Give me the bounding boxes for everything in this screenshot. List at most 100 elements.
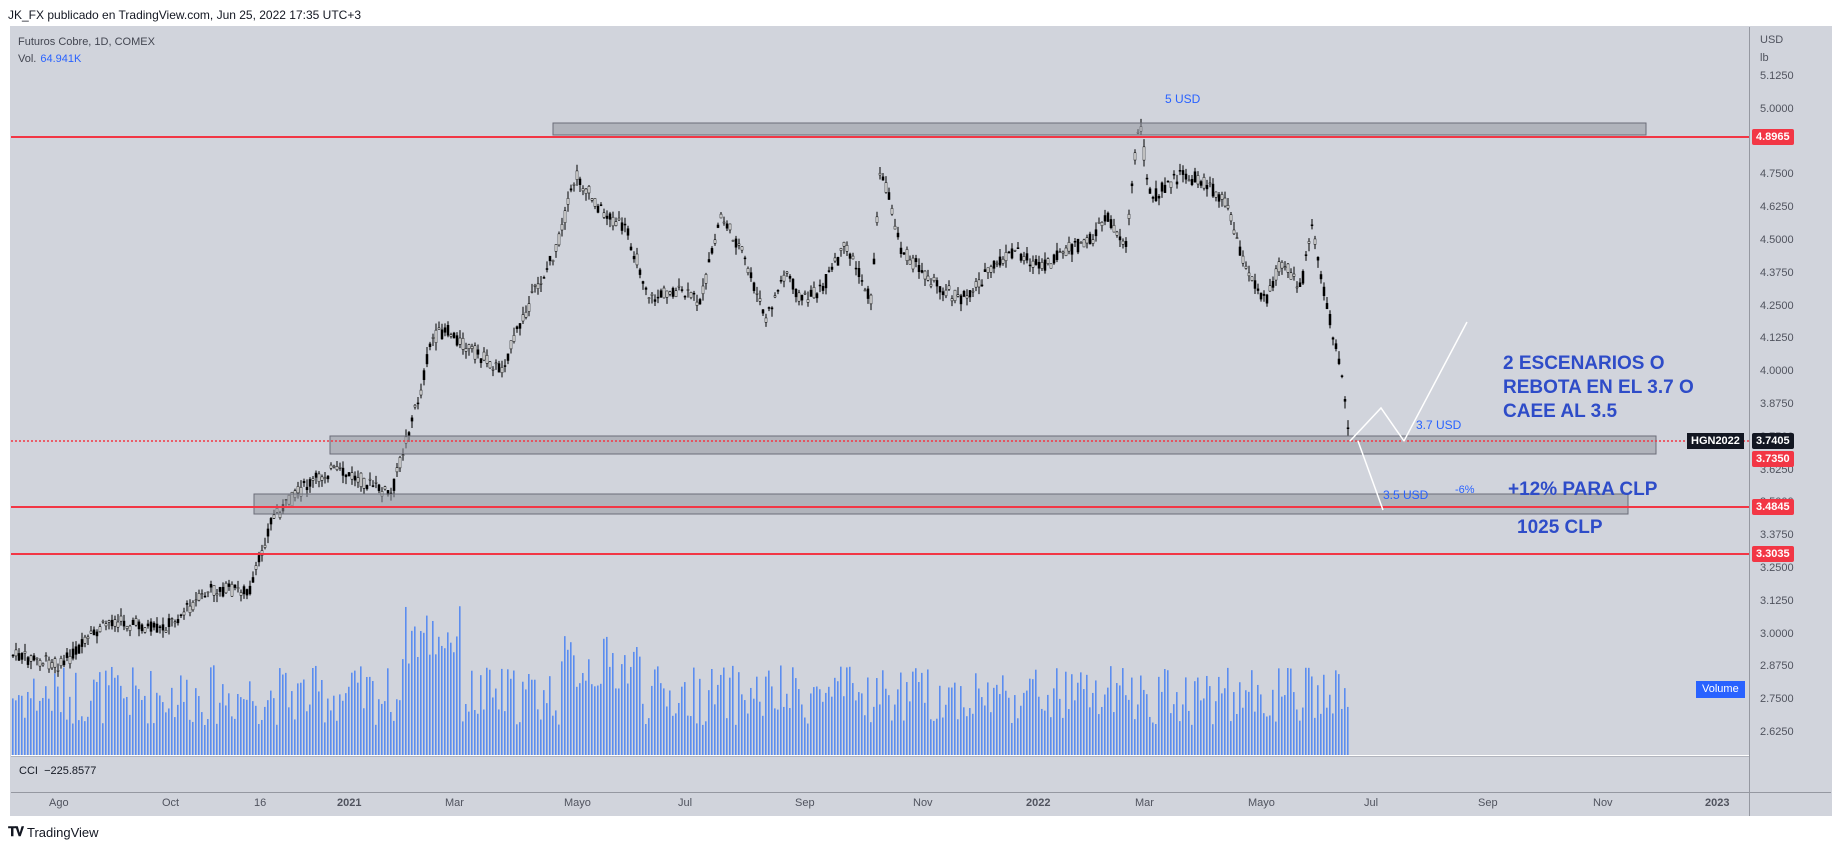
volume-bar	[108, 685, 110, 755]
volume-bar	[672, 715, 674, 755]
volume-bar	[132, 667, 134, 755]
candle-body	[1019, 253, 1023, 261]
volume-bar	[1314, 717, 1316, 755]
annotation-3-5-usd[interactable]: 3.5 USD	[1383, 488, 1429, 502]
volume-bar	[807, 723, 809, 755]
volume-bar	[360, 666, 362, 755]
volume-bar	[378, 699, 380, 755]
annotation-minus-6[interactable]: -6%	[1455, 484, 1475, 496]
volume-bar	[786, 693, 788, 755]
volume-bar	[48, 698, 50, 755]
candle-body	[155, 623, 159, 633]
volume-bar	[243, 699, 245, 755]
cci-pane[interactable]: CCI −225.8577	[11, 756, 1749, 793]
price-axis[interactable]	[1749, 27, 1831, 792]
volume-bar	[711, 669, 713, 755]
volume-bar	[66, 719, 68, 755]
volume-bar	[138, 689, 140, 755]
candle-body	[344, 474, 348, 478]
candle-body	[269, 518, 273, 525]
clp-pct-note[interactable]: +12% PARA CLP	[1508, 479, 1658, 500]
price-tag-bottom: 3.3035	[1752, 546, 1794, 562]
candle-body	[449, 334, 453, 337]
candle-body	[1163, 184, 1167, 193]
volume-bar	[885, 688, 887, 755]
volume-bar	[558, 724, 560, 755]
volume-bar	[348, 686, 350, 755]
volume-bar	[930, 719, 932, 755]
candle-body	[1271, 281, 1275, 288]
annotation-3-7-usd[interactable]: 3.7 USD	[1416, 418, 1462, 432]
volume-bar	[804, 717, 806, 755]
volume-bar	[264, 706, 266, 755]
volume-bar	[753, 698, 755, 755]
candle-body	[167, 618, 171, 627]
candle-body	[467, 344, 471, 349]
volume-bar	[42, 697, 44, 755]
time-tick: Oct	[162, 797, 180, 809]
candle-body	[1079, 242, 1083, 244]
volume-bar	[744, 700, 746, 755]
volume-bar	[1326, 707, 1328, 755]
candle-body	[587, 186, 591, 194]
volume-bar	[1089, 707, 1091, 755]
price-tick: 3.0000	[1760, 627, 1794, 640]
candle-body	[485, 355, 489, 364]
candle-body	[665, 290, 669, 298]
volume-bar	[1329, 694, 1331, 755]
time-tick: 16	[254, 797, 267, 809]
candle-body	[980, 284, 984, 287]
price-tick: 4.1250	[1760, 332, 1794, 345]
candle-body	[317, 473, 321, 482]
candle-body	[1292, 273, 1296, 277]
candle-body	[518, 323, 522, 329]
volume-bar	[816, 686, 818, 755]
price-pane[interactable]	[11, 27, 1749, 755]
time-axis[interactable]	[11, 792, 1749, 816]
volume-bar	[177, 704, 179, 755]
candle-body	[491, 368, 495, 371]
candle-body	[794, 289, 798, 298]
candle-body	[1046, 258, 1050, 264]
volume-bar	[549, 676, 551, 755]
volume-bar	[1257, 684, 1259, 755]
candle-body	[158, 626, 162, 628]
candle-body	[1307, 241, 1311, 244]
footer-brand[interactable]: 𝐓𝐕 TradingView	[8, 824, 99, 840]
price-tick: 4.0000	[1760, 365, 1794, 378]
volume-bar	[1029, 678, 1031, 755]
candle-body	[920, 270, 924, 273]
volume-bar	[903, 720, 905, 755]
volume-bar	[873, 706, 875, 755]
candle-body	[80, 639, 84, 647]
clp-value-note[interactable]: 1025 CLP	[1517, 517, 1603, 538]
scenarios-note[interactable]: 2 ESCENARIOS O REBOTA EN EL 3.7 O CAEE A…	[1503, 352, 1694, 424]
volume-bar	[669, 690, 671, 755]
volume-bar	[1005, 690, 1007, 755]
candle-body	[437, 327, 441, 330]
candle-body	[488, 361, 492, 369]
volume-bar	[1302, 707, 1304, 755]
candle-body	[623, 223, 627, 226]
volume-bar	[312, 668, 314, 755]
volume-bar	[627, 683, 629, 755]
candle-body	[1034, 259, 1038, 265]
volume-bar	[267, 700, 269, 755]
candle-body	[968, 290, 972, 298]
candle-body	[308, 479, 312, 487]
time-tick: Mayo	[1248, 797, 1275, 809]
candle-body	[524, 311, 528, 318]
candle-body	[1082, 239, 1086, 248]
volume-bar	[813, 687, 815, 755]
annotation-5-usd[interactable]: 5 USD	[1165, 92, 1201, 106]
volume-bar	[96, 681, 98, 755]
volume-bar	[507, 669, 509, 755]
candle-body	[908, 259, 912, 265]
candle-body	[644, 287, 648, 290]
candle-body	[605, 215, 609, 219]
volume-bar	[120, 685, 122, 755]
volume-bar	[939, 685, 941, 755]
candle-body	[962, 291, 966, 297]
volume-bar	[741, 694, 743, 755]
candle-body	[479, 358, 483, 364]
